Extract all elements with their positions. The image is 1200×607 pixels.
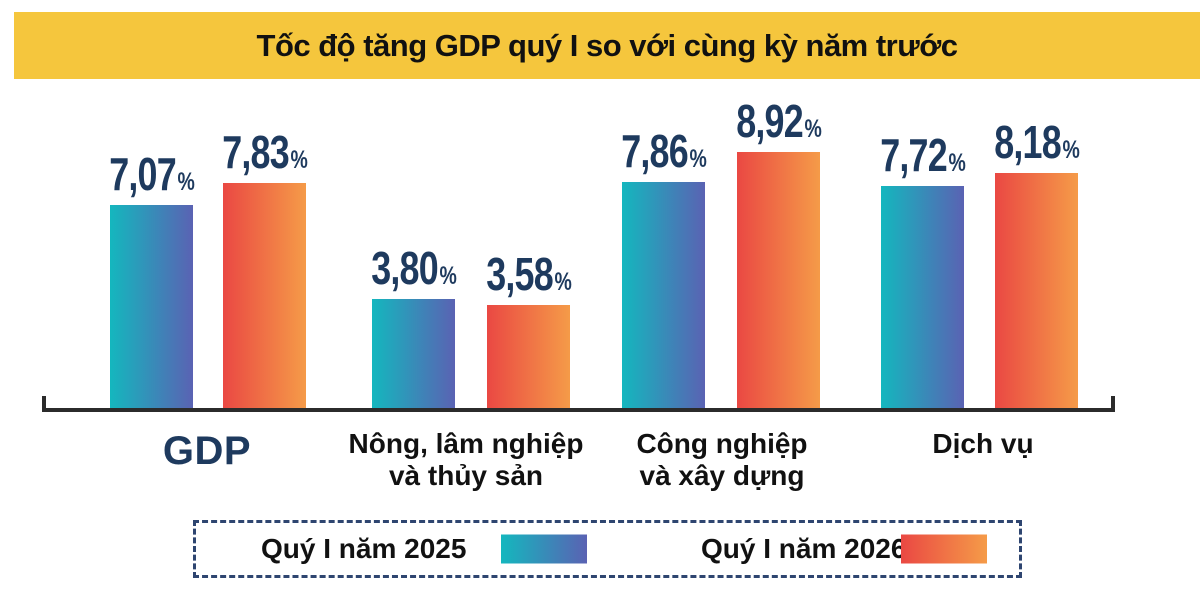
category-label-nong-lam-nghiep: Nông, lâm nghiệp và thủy sản xyxy=(348,428,584,492)
title-banner: Tốc độ tăng GDP quý I so với cùng kỳ năm… xyxy=(14,12,1200,79)
percent-sign: % xyxy=(553,268,572,296)
legend-swatch-2026 xyxy=(901,534,987,564)
percent-sign: % xyxy=(947,149,966,177)
value-label-gdp-2026: 7,83% xyxy=(222,129,308,175)
percent-sign: % xyxy=(803,115,822,143)
percent-sign: % xyxy=(289,146,308,174)
legend-label-2026: Quý I năm 2026 xyxy=(701,533,907,564)
bar-gdp-2025 xyxy=(110,205,193,408)
bar-gdp-2026 xyxy=(223,183,306,408)
value-label-dich-vu-2026: 8,18% xyxy=(994,119,1080,165)
bar-nong-lam-nghiep-2025 xyxy=(372,299,455,408)
percent-sign: % xyxy=(176,168,195,196)
value-label-nong-lam-nghiep-2025: 3,80% xyxy=(371,245,457,291)
bar-cong-nghiep-2026 xyxy=(737,152,820,408)
bar-nong-lam-nghiep-2026 xyxy=(487,305,570,408)
percent-sign: % xyxy=(688,145,707,173)
category-label-gdp: GDP xyxy=(162,429,252,473)
value-label-dich-vu-2025: 7,72% xyxy=(880,132,966,178)
value-number: 3,58 xyxy=(485,248,553,300)
bar-dich-vu-2025 xyxy=(881,186,964,408)
value-label-cong-nghiep-2025: 7,86% xyxy=(621,128,707,174)
percent-sign: % xyxy=(438,262,457,290)
bar-dich-vu-2026 xyxy=(995,173,1078,408)
value-number: 7,86 xyxy=(620,125,688,177)
value-label-nong-lam-nghiep-2026: 3,58% xyxy=(486,251,572,297)
percent-sign: % xyxy=(1061,136,1080,164)
value-number: 3,80 xyxy=(370,242,438,294)
bar-cong-nghiep-2025 xyxy=(622,182,705,408)
value-number: 7,72 xyxy=(879,129,947,181)
value-number: 7,83 xyxy=(221,126,289,178)
category-label-cong-nghiep: Công nghiệp và xây dựng xyxy=(636,428,808,492)
x-axis-right-tick xyxy=(1111,396,1115,410)
value-number: 8,92 xyxy=(735,95,803,147)
value-number: 7,07 xyxy=(108,148,176,200)
legend-box: Quý I năm 2025 Quý I năm 2026 xyxy=(193,520,1022,578)
value-label-cong-nghiep-2026: 8,92% xyxy=(736,98,822,144)
value-label-gdp-2025: 7,07% xyxy=(109,151,195,197)
category-label-dich-vu: Dịch vụ xyxy=(932,428,1034,459)
x-axis-left-tick xyxy=(42,396,46,410)
legend-swatch-2025 xyxy=(501,534,587,564)
legend-label-2025: Quý I năm 2025 xyxy=(261,533,467,564)
value-number: 8,18 xyxy=(993,116,1061,168)
chart-title: Tốc độ tăng GDP quý I so với cùng kỳ năm… xyxy=(256,27,958,63)
x-axis-line xyxy=(42,408,1115,412)
